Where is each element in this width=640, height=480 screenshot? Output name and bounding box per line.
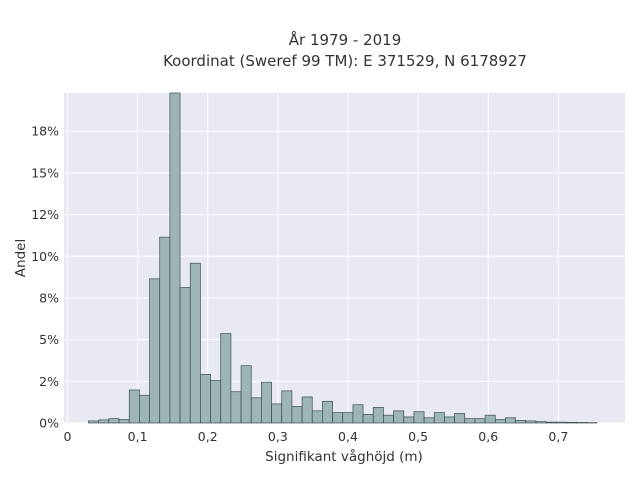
histogram-bar <box>322 400 333 424</box>
histogram-bar <box>291 406 303 424</box>
plot-area <box>64 93 625 423</box>
y-tick-label: 8% <box>39 290 59 305</box>
x-tick-label: 0,2 <box>198 429 218 444</box>
histogram-bar <box>159 236 171 424</box>
histogram-bar <box>200 374 211 424</box>
histogram-bar <box>240 365 252 424</box>
histogram-bar <box>515 420 527 424</box>
y-tick-label: 5% <box>39 332 59 347</box>
histogram-bar <box>210 380 222 424</box>
y-tick-label: 0% <box>39 416 59 431</box>
histogram-bar <box>433 412 445 424</box>
x-axis-title: Signifikant våghöjd (m) <box>265 448 423 465</box>
histogram-bar <box>342 412 354 424</box>
histogram-bar <box>220 333 232 424</box>
histogram-bar <box>393 410 405 424</box>
histogram-bar <box>281 390 293 424</box>
histogram-bar <box>566 421 577 424</box>
x-tick-labels: 0 0,1 0,2 0,3 0,4 0,5 0,6 0,7 <box>64 429 569 444</box>
bars <box>88 92 598 424</box>
histogram-bar <box>403 416 415 424</box>
histogram-bar <box>535 421 547 424</box>
histogram-bar <box>128 389 140 424</box>
histogram-bar <box>230 391 242 424</box>
y-tick-label: 15% <box>31 165 59 180</box>
histogram-bar <box>332 412 344 424</box>
histogram-bar <box>261 381 272 424</box>
histogram-bar <box>139 394 150 424</box>
chart-title: År 1979 - 2019 <box>289 30 402 49</box>
histogram-bar <box>372 407 384 424</box>
histogram-bar <box>108 418 120 424</box>
histogram-bar <box>169 92 181 424</box>
histogram-bar <box>149 278 161 424</box>
histogram-bar <box>525 420 537 424</box>
x-tick-label: 0,4 <box>338 429 358 444</box>
y-tick-labels: 0% 2% 5% 8% 10% 12% 15% 18% <box>31 124 59 431</box>
histogram-bar <box>444 416 455 424</box>
y-axis-title: Andel <box>13 239 29 277</box>
y-tick-label: 12% <box>31 207 59 222</box>
histogram-bar <box>118 419 130 424</box>
histogram-bar <box>88 420 100 424</box>
histogram-bar <box>545 421 557 424</box>
histogram-bar <box>494 419 506 424</box>
histogram-bar <box>484 414 496 424</box>
histogram-bar <box>301 396 313 424</box>
histogram-bar <box>555 421 567 424</box>
x-tick-label: 0,6 <box>478 429 498 444</box>
histogram-bar <box>413 411 425 424</box>
histogram-bar <box>474 418 486 424</box>
histogram-bar <box>271 403 283 424</box>
histogram-bar <box>189 262 201 424</box>
histogram-bar <box>383 414 394 424</box>
histogram-bar <box>423 417 435 424</box>
x-gridlines <box>67 93 559 423</box>
histogram-bar <box>505 417 516 424</box>
histogram-bar <box>179 287 191 424</box>
y-tick-label: 10% <box>31 249 59 264</box>
x-tick-label: 0 <box>64 429 72 444</box>
histogram-bar <box>464 418 476 424</box>
x-tick-label: 0,5 <box>408 429 428 444</box>
histogram-bar <box>352 404 364 424</box>
chart-subtitle: Koordinat (Sweref 99 TM): E 371529, N 61… <box>163 52 527 70</box>
histogram-bar <box>250 397 262 424</box>
y-tick-label: 2% <box>39 374 59 389</box>
histogram-bar <box>311 410 323 424</box>
x-tick-label: 0,7 <box>548 429 568 444</box>
histogram-bar <box>576 422 588 424</box>
histogram-bar <box>454 413 466 424</box>
x-tick-label: 0,1 <box>128 429 148 444</box>
y-tick-label: 18% <box>31 124 59 139</box>
histogram-bar <box>98 419 110 424</box>
histogram-bar <box>362 413 374 424</box>
x-tick-label: 0,3 <box>268 429 288 444</box>
